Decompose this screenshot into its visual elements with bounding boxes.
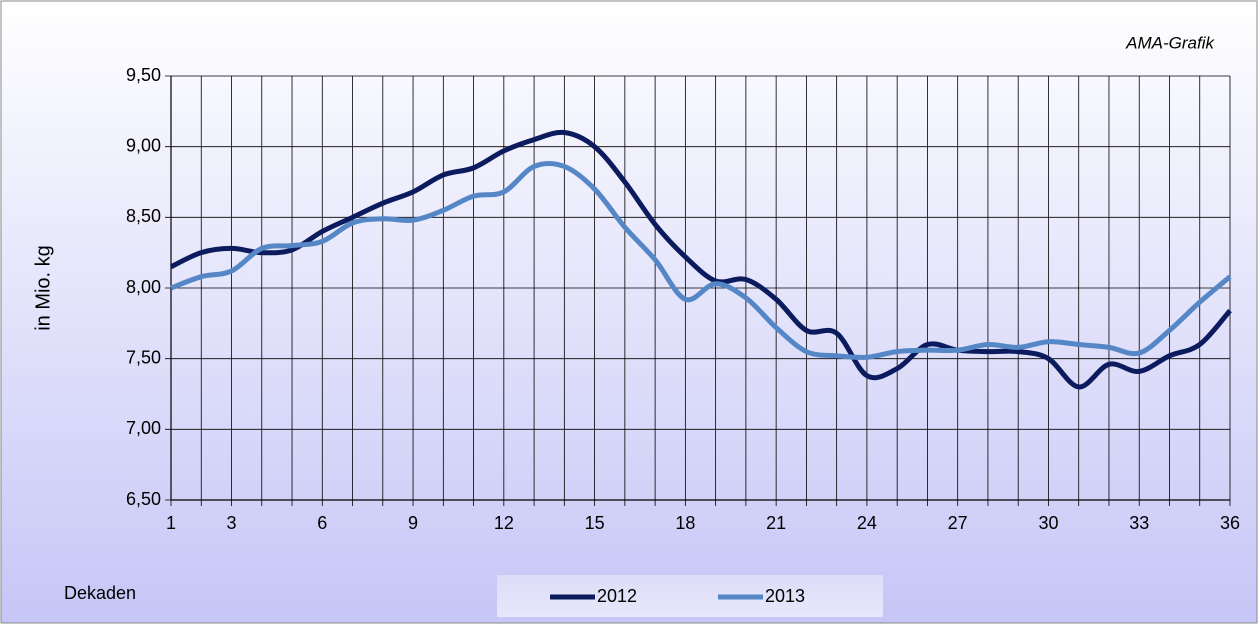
- line-series: [170, 160, 1232, 360]
- y-tick-label: 8,50: [126, 206, 161, 226]
- x-tick-label: 6: [317, 513, 327, 533]
- x-tick-label: 12: [494, 513, 514, 533]
- x-axis-label: Dekaden: [64, 583, 136, 603]
- y-tick-label: 9,50: [126, 65, 161, 85]
- legend-label: 2012: [597, 586, 637, 606]
- x-tick-label: 27: [948, 513, 968, 533]
- y-axis-label: in Mio. kg: [32, 245, 54, 331]
- x-tick-label: 9: [408, 513, 418, 533]
- x-tick-label: 1: [166, 513, 176, 533]
- y-tick-label: 6,50: [126, 489, 161, 509]
- y-tick-label: 7,00: [126, 418, 161, 438]
- line-series: [169, 129, 1232, 390]
- x-tick-label: 18: [675, 513, 695, 533]
- y-tick-label: 7,50: [126, 347, 161, 367]
- source: AMA-Grafik: [1125, 33, 1215, 52]
- y-tick-label: 8,00: [126, 277, 161, 297]
- x-tick-label: 33: [1129, 513, 1149, 533]
- x-tick-label: 30: [1038, 513, 1058, 533]
- x-tick-label: 21: [766, 513, 786, 533]
- x-tick-label: 24: [857, 513, 877, 533]
- x-tick-label: 3: [227, 513, 237, 533]
- x-tick-label: 36: [1220, 513, 1240, 533]
- legend-label: 2013: [765, 586, 805, 606]
- y-tick-label: 9,00: [126, 135, 161, 155]
- x-tick-label: 15: [585, 513, 605, 533]
